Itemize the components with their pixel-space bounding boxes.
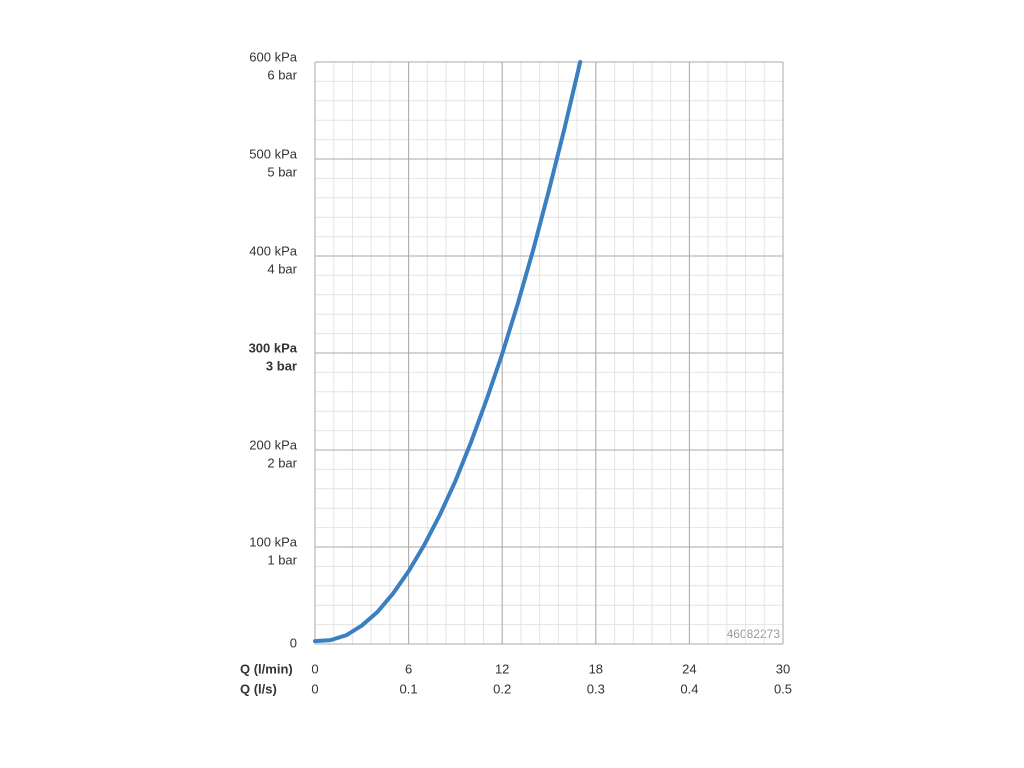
x2-tick-label: 0.2 — [493, 681, 511, 696]
y-tick-label: 600 kPa — [249, 49, 297, 64]
x-tick-label: 30 — [776, 661, 790, 676]
y-tick-label: 4 bar — [267, 261, 297, 276]
y-tick-label: 1 bar — [267, 552, 297, 567]
x2-tick-label: 0.5 — [774, 681, 792, 696]
x2-tick-label: 0.1 — [400, 681, 418, 696]
x-axis-label: Q (l/min) — [240, 661, 293, 676]
annotation: 46082273 — [727, 627, 781, 641]
y-tick-label: 300 kPa — [249, 340, 298, 355]
y-tick-label: 3 bar — [266, 358, 297, 373]
y-tick-label: 200 kPa — [249, 437, 297, 452]
data-line — [313, 60, 583, 644]
y-tick-label: 100 kPa — [249, 534, 297, 549]
x2-tick-label: 0.3 — [587, 681, 605, 696]
y-tick-label: 500 kPa — [249, 146, 297, 161]
x2-axis-label: Q (l/s) — [240, 681, 277, 696]
y-tick-label: 0 — [290, 635, 297, 650]
x-tick-label: 0 — [311, 661, 318, 676]
y-tick-label: 6 bar — [267, 67, 297, 82]
x-tick-label: 12 — [495, 661, 509, 676]
y-tick-label: 5 bar — [267, 164, 297, 179]
x-tick-label: 6 — [405, 661, 412, 676]
x2-tick-label: 0.4 — [680, 681, 698, 696]
y-tick-label: 400 kPa — [249, 243, 297, 258]
x2-tick-label: 0 — [311, 681, 318, 696]
x-tick-label: 24 — [682, 661, 696, 676]
x-tick-label: 18 — [589, 661, 603, 676]
y-tick-label: 2 bar — [267, 455, 297, 470]
